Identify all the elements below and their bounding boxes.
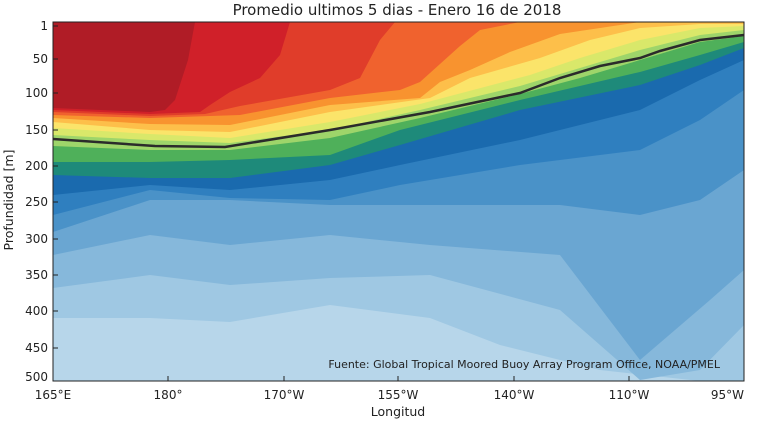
y-tick-label: 150 xyxy=(25,123,48,137)
y-tick-label: 500 xyxy=(25,370,48,384)
y-tick-label: 50 xyxy=(33,52,48,66)
chart-title: Promedio ultimos 5 dias - Enero 16 de 20… xyxy=(233,1,562,19)
x-tick-label: 165°E xyxy=(35,388,72,402)
y-tick-label: 400 xyxy=(25,304,48,318)
y-tick-label: 450 xyxy=(25,341,48,355)
x-tick-label: 170°W xyxy=(264,388,305,402)
y-tick-label: 250 xyxy=(25,195,48,209)
x-tick-label: 110°W xyxy=(609,388,650,402)
y-tick-label: 300 xyxy=(25,232,48,246)
y-tick-label: 350 xyxy=(25,268,48,282)
y-tick-label: 100 xyxy=(25,86,48,100)
y-tick-label: 1 xyxy=(40,19,48,33)
contour-field xyxy=(53,22,744,381)
y-axis: 1 50 100 150 200 250 300 350 400 450 500 xyxy=(25,19,58,384)
x-axis: 165°E 180° 170°W 155°W 140°W 110°W 95°W xyxy=(35,376,744,402)
source-annotation: Fuente: Global Tropical Moored Buoy Arra… xyxy=(328,358,720,371)
x-tick-label: 95°W xyxy=(711,388,744,402)
x-tick-label: 180° xyxy=(154,388,183,402)
y-axis-label: Profundidad [m] xyxy=(1,150,16,251)
y-tick-label: 200 xyxy=(25,159,48,173)
x-axis-label: Longitud xyxy=(371,404,425,419)
thermocline-line xyxy=(52,33,745,149)
x-tick-label: 140°W xyxy=(494,388,535,402)
x-tick-label: 155°W xyxy=(378,388,419,402)
